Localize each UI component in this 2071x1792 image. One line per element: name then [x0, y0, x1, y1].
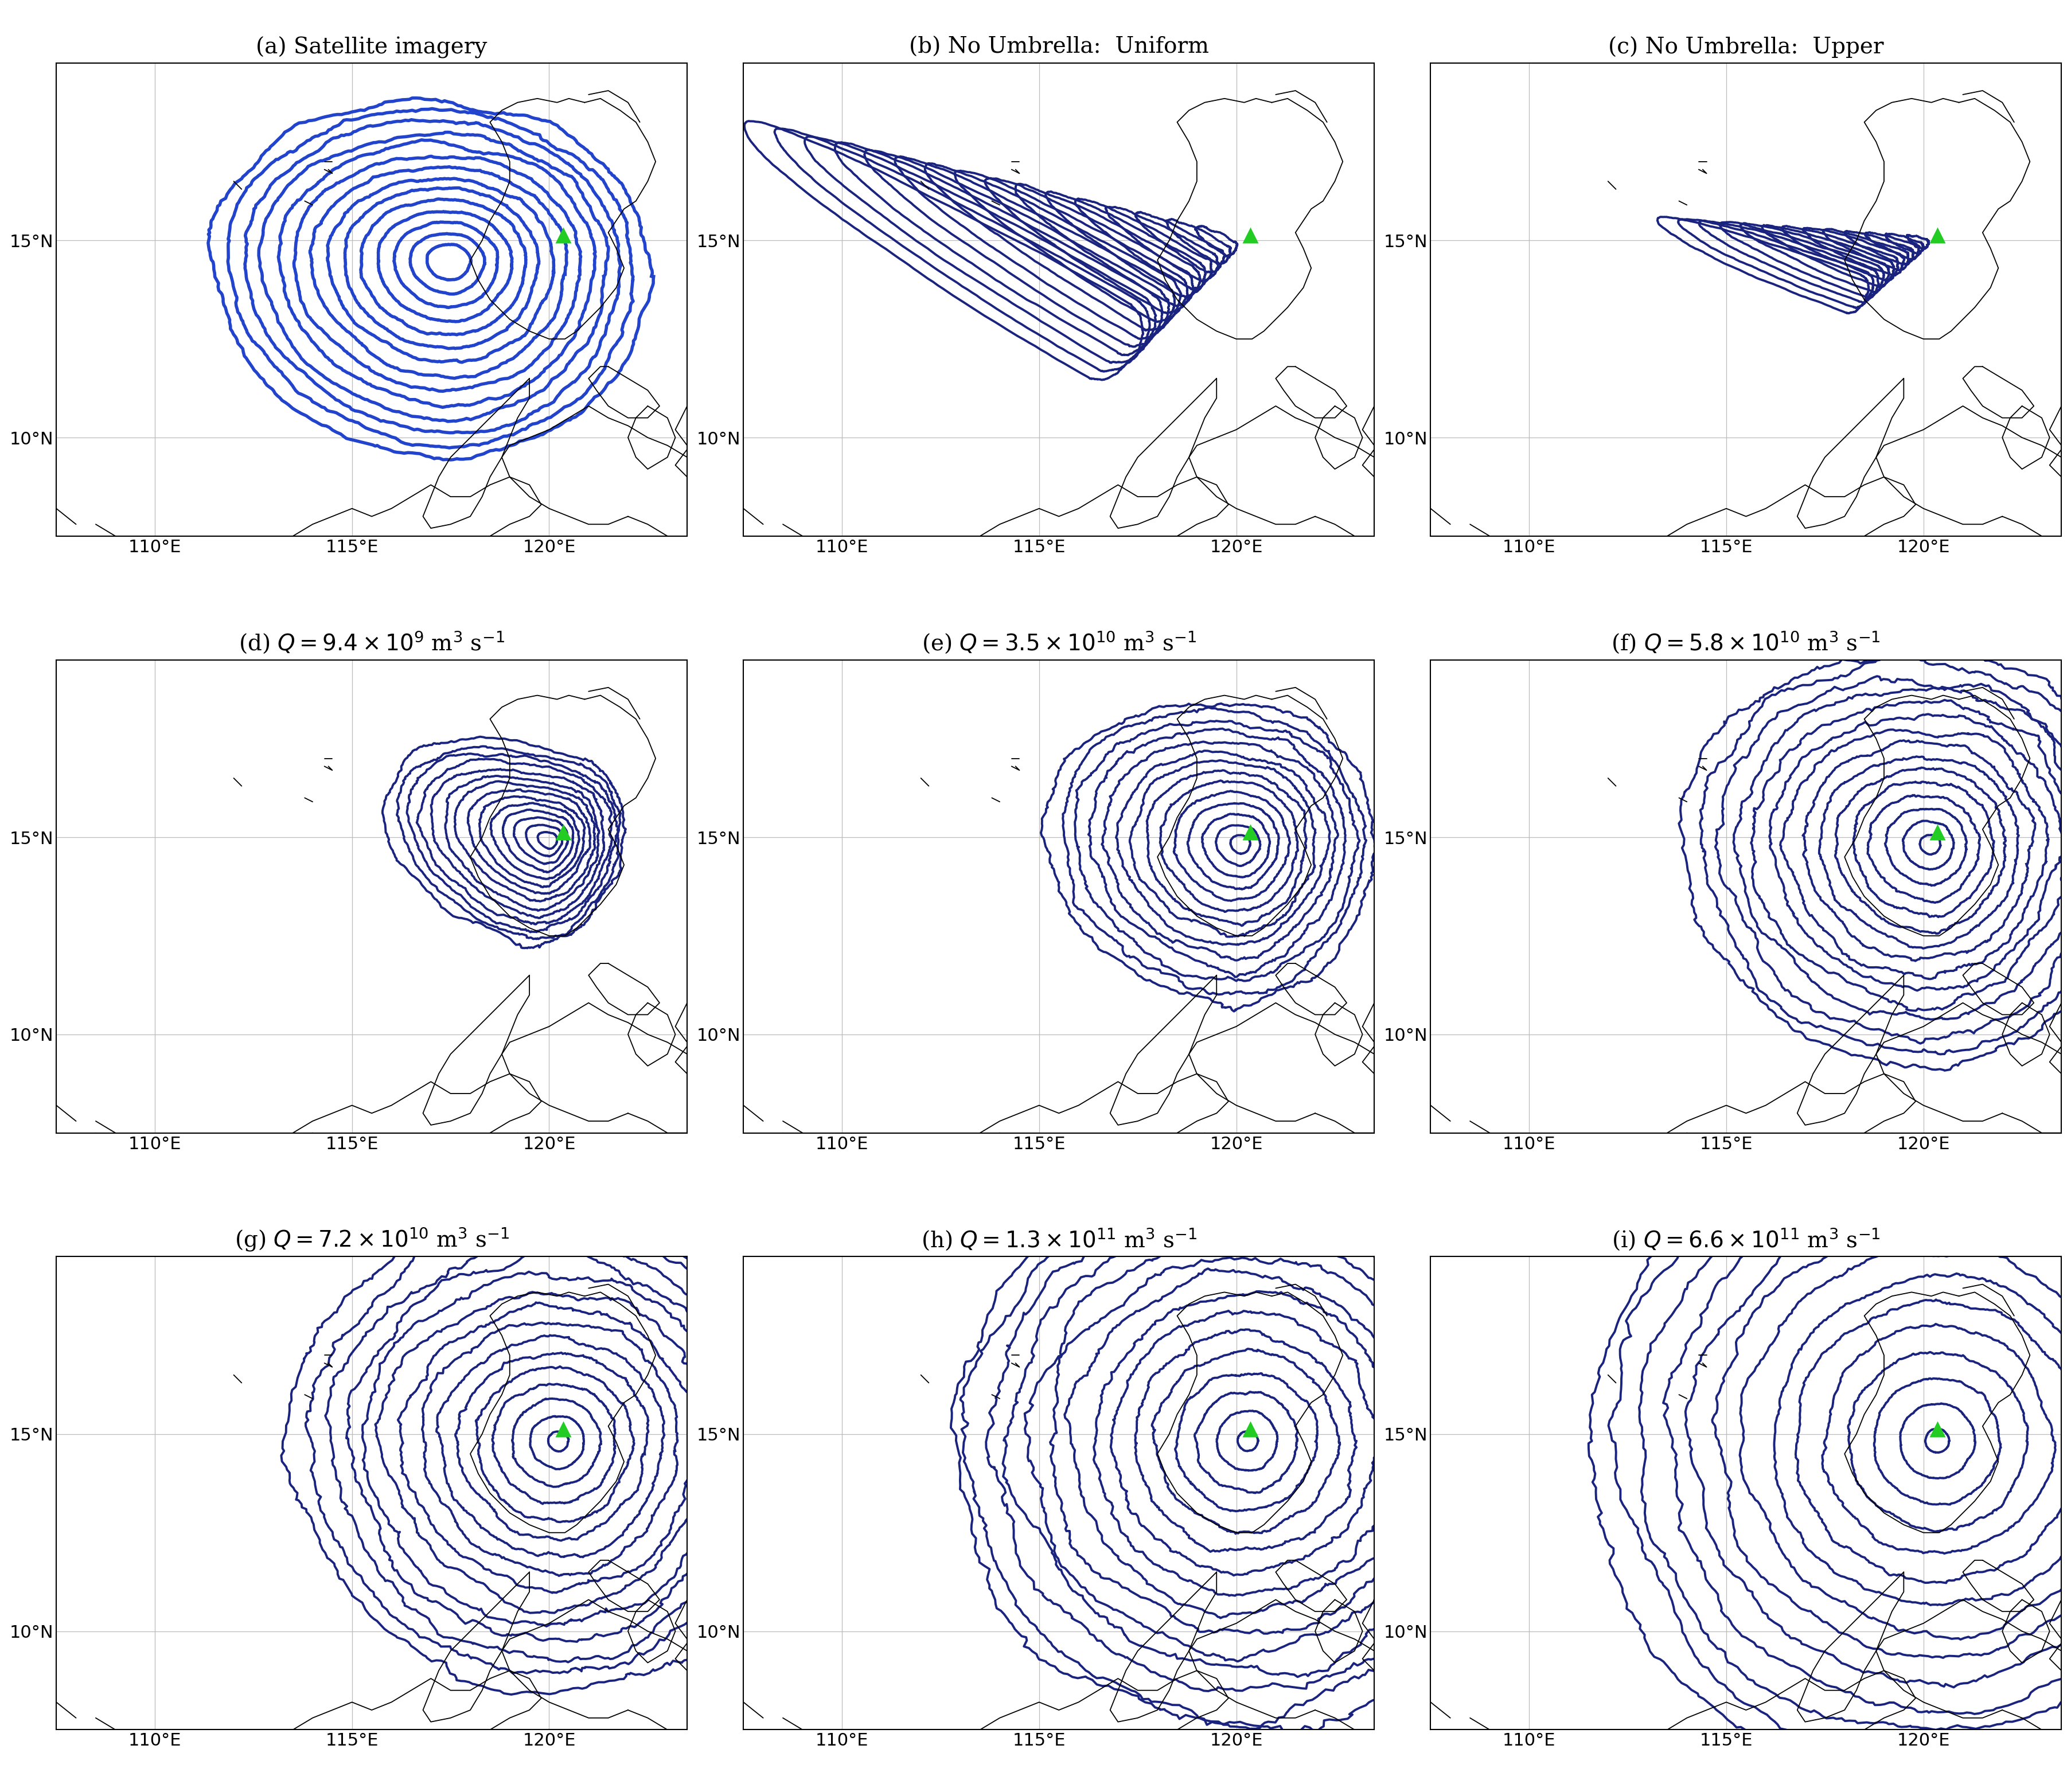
Title: (h) $Q = 1.3 \times 10^{11}$ m$^3$ s$^{-1}$: (h) $Q = 1.3 \times 10^{11}$ m$^3$ s$^{-… [922, 1226, 1197, 1253]
Title: (d) $Q = 9.4 \times 10^{9}$ m$^3$ s$^{-1}$: (d) $Q = 9.4 \times 10^{9}$ m$^3$ s$^{-1… [238, 629, 505, 654]
Title: (e) $Q = 3.5 \times 10^{10}$ m$^3$ s$^{-1}$: (e) $Q = 3.5 \times 10^{10}$ m$^3$ s$^{-… [922, 629, 1197, 654]
Title: (a) Satellite imagery: (a) Satellite imagery [257, 36, 487, 59]
Title: (g) $Q = 7.2 \times 10^{10}$ m$^3$ s$^{-1}$: (g) $Q = 7.2 \times 10^{10}$ m$^3$ s$^{-… [234, 1226, 509, 1253]
Title: (i) $Q = 6.6 \times 10^{11}$ m$^3$ s$^{-1}$: (i) $Q = 6.6 \times 10^{11}$ m$^3$ s$^{-… [1611, 1226, 1880, 1253]
Title: (c) No Umbrella:  Upper: (c) No Umbrella: Upper [1609, 36, 1885, 57]
Title: (b) No Umbrella:  Uniform: (b) No Umbrella: Uniform [909, 38, 1209, 57]
Title: (f) $Q = 5.8 \times 10^{10}$ m$^3$ s$^{-1}$: (f) $Q = 5.8 \times 10^{10}$ m$^3$ s$^{-… [1611, 629, 1880, 654]
